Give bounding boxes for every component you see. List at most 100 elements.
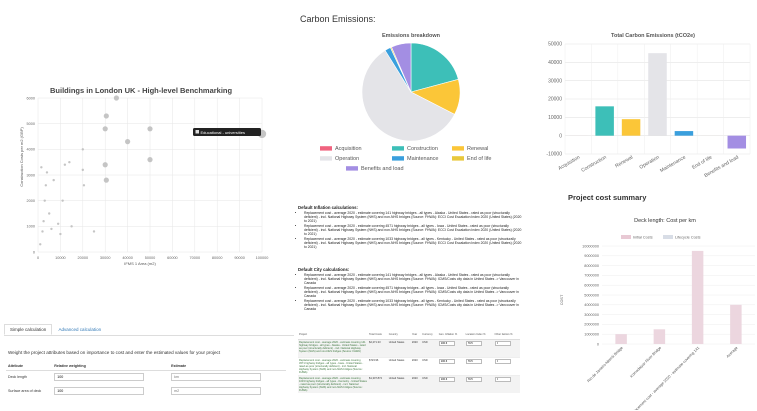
tab-simple-calculation[interactable]: Simple calculation [4,324,53,335]
scatter-point [68,160,71,164]
other-cell [493,338,520,357]
calculation-tabs: Simple calculation Advanced calculation [4,324,294,336]
year: 2020 [410,338,422,357]
scatter-point [113,95,119,101]
location-cell [464,374,494,393]
bar-y-ticks: -10000 0 10000 20000 30000 40000 50000 [546,42,562,158]
legend-label: Acquisition [335,146,362,152]
total-carbon-bar-chart: Total Carbon Emissions (tCO2e) -10000 0 10… [546,33,751,179]
benchmark-x-ticks: 0 10000 20000 30000 40000 50000 60000 70000 8000… [37,256,268,260]
inflation-input[interactable] [438,358,455,364]
column-header: Year [410,331,422,340]
deck-y-label: COST [560,294,564,305]
x-tick-label: Operation [638,154,660,170]
scatter-point [44,184,48,187]
city-title: Default City calculations: [298,267,350,272]
x-tick-label: 20000 [78,256,89,260]
scatter-point [81,148,85,151]
y-tick-label: 10000000 [582,244,599,248]
bar [730,304,742,344]
x-tick-label: 40000 [122,256,133,260]
inflation-input[interactable] [438,376,455,382]
scatter-point [40,166,43,169]
country: United States [387,338,411,357]
estimate-cell [169,370,286,384]
inflation-item: Replacement cost - average 2020 - estima… [304,224,523,236]
inflation-item: Replacement cost - average 2020 - estima… [304,211,523,223]
tab-advanced-calculation[interactable]: Advanced calculation [58,327,102,332]
legend-label: End of life [467,156,491,162]
location-input[interactable] [465,376,482,382]
legend-swatch [392,146,404,151]
location-input[interactable] [465,340,482,346]
x-tick-label: Average [726,346,739,359]
inflation-cell [437,374,465,393]
deck-grid [602,245,755,345]
other-input[interactable] [494,376,511,382]
project-cost-summary-title: Project cost summary [568,193,647,202]
bar-x-ticks: Acquisition Construction Renewal OperationM… [557,154,740,179]
deck-length-weight-input[interactable] [54,373,145,382]
y-tick-label: 20000 [548,97,562,103]
scatter-point [63,163,67,166]
bar-bars [568,53,747,149]
page-title: Carbon Emissions: [300,14,376,24]
benchmark-grid [37,97,263,253]
project-name[interactable]: Replacement cost - average 2020 - estima… [298,338,368,357]
benchmark-y-ticks: 0 1000 2000 3000 4000 5000 6000 [27,96,35,254]
surface-area-estimate-input[interactable] [171,387,262,395]
deck-length-estimate-input[interactable] [171,373,262,382]
table-row: Replacement cost - average 2020 - estima… [298,356,520,375]
scatter-point [102,162,108,168]
column-header: Attribute [6,362,53,371]
total-cost: $723.96 [368,356,388,375]
benchmark-y-label: Construction Costs per m2 (GBP) [19,127,24,187]
deck-legend: Initial Costs Lifecycle Costs [621,235,701,240]
city-calculations: Default City calculations: Replacement c… [298,267,523,311]
y-tick-label: 5000 [27,122,35,126]
pie-slice [361,49,455,142]
x-tick-label: 60000 [167,256,178,260]
weight-instructions: Weight the project attributes based on i… [8,350,221,355]
country: United States [387,374,411,393]
surface-area-weight-input[interactable] [54,387,145,395]
benchmark-x-label: IFMS 1 Area (m2) [124,261,156,266]
bar [615,334,627,344]
x-tick-label: Renewal [614,155,634,170]
estimate-cell [169,384,286,398]
y-tick-label: 3000000 [584,313,599,317]
tooltip-background [193,128,261,136]
inflation-item: Replacement cost - average 2020 - estima… [304,237,523,249]
location-cell [464,356,494,375]
other-input[interactable] [494,358,511,364]
bar-title: Total Carbon Emissions (tCO2e) [611,33,695,39]
benchmark-chart-title: Buildings in London UK - High-level Benc… [50,86,233,95]
y-tick-label: 0 [559,133,562,139]
x-tick-label: Komodaiyar River Bridge [629,346,662,379]
x-tick-label: 100000 [256,256,269,260]
legend-label: Renewal [467,146,488,152]
y-tick-label: 4000 [27,148,35,152]
city-item: Replacement cost - average 2020 - estima… [304,273,523,285]
y-tick-label: -10000 [546,152,562,158]
inflation-input[interactable] [438,340,455,346]
project-name[interactable]: Replacement cost - average 2020 - estima… [298,374,368,393]
bar [727,135,747,149]
other-input[interactable] [494,340,511,346]
project-name[interactable]: Replacement cost - average 2020 - estima… [298,356,368,375]
y-tick-label: 0 [597,342,599,346]
benchmark-tooltip: Educational - universities [193,128,261,136]
x-tick-label: End of life [691,154,713,170]
scatter-point [45,171,49,174]
scatter-point [61,199,64,202]
y-tick-label: 6000000 [584,284,599,288]
column-header: Country [387,331,411,340]
currency: USD [421,374,438,393]
legend-swatch-lifecycle [663,235,673,239]
deck-chart-title: Deck length: Cost per km [634,218,696,224]
table-row: Replacement cost - average 2020 - estima… [298,338,520,357]
column-header: Project [298,331,368,340]
scatter-point [43,199,46,202]
location-input[interactable] [465,358,482,364]
column-header: Gen. Inflation % [437,331,465,340]
